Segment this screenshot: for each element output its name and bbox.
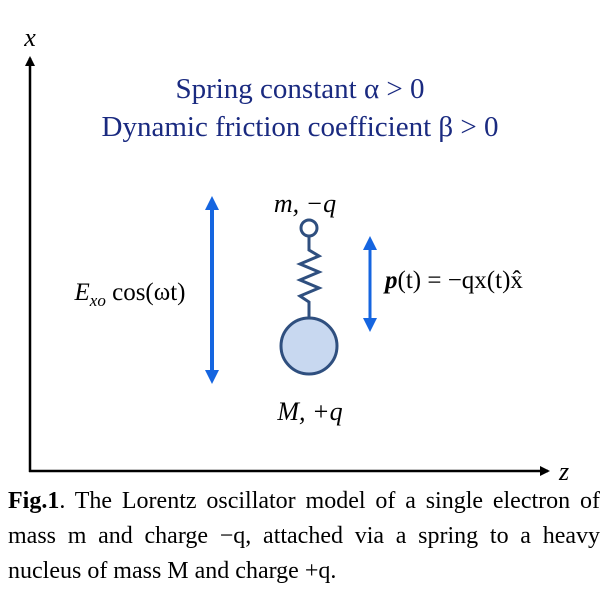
symbol: E (74, 279, 90, 306)
caption-label: Fig.1 (8, 488, 60, 514)
axis-label: z (558, 457, 569, 480)
dipole-label: p(t) = −qx(t)x̂ (383, 267, 523, 294)
parameter-text: Dynamic friction coefficient β > 0 (102, 111, 499, 143)
caption: Fig.1. The Lorentz oscillator model of a… (8, 484, 600, 589)
caption-text: . The Lorentz oscillator model of a sing… (8, 488, 600, 584)
electron-label: m, −q (274, 189, 336, 218)
text: (t) = −qx(t)x̂ (398, 267, 524, 294)
nucleus (279, 316, 339, 376)
nucleus-label: M, +q (276, 397, 342, 426)
text: cos(ωt) (106, 279, 186, 306)
symbol: p (383, 267, 398, 294)
spring (296, 236, 323, 318)
axis-label: x (23, 23, 36, 52)
field-label: Exo cos(ωt) (74, 279, 186, 310)
electron (299, 218, 319, 238)
diagram: x z Spring constant α > 0 Dynamic fricti… (23, 23, 569, 480)
parameter-text: Spring constant α > 0 (175, 73, 424, 105)
subscript: xo (89, 291, 106, 310)
